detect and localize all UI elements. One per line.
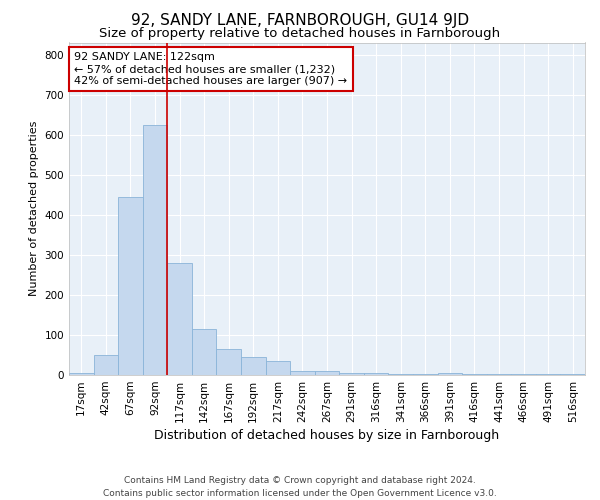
Bar [315,371,339,375]
Bar [143,124,167,375]
Bar [462,374,487,375]
Bar [388,374,413,375]
Bar [511,374,536,375]
Bar [241,357,266,375]
Bar [339,373,364,375]
Bar [94,355,118,375]
Y-axis label: Number of detached properties: Number of detached properties [29,121,39,296]
Bar [192,329,217,375]
Text: Contains HM Land Registry data © Crown copyright and database right 2024.
Contai: Contains HM Land Registry data © Crown c… [103,476,497,498]
Text: 92 SANDY LANE: 122sqm
← 57% of detached houses are smaller (1,232)
42% of semi-d: 92 SANDY LANE: 122sqm ← 57% of detached … [74,52,347,86]
Bar [364,373,388,375]
Text: Size of property relative to detached houses in Farnborough: Size of property relative to detached ho… [100,28,500,40]
Bar [290,371,315,375]
Bar [487,374,511,375]
Bar [560,374,585,375]
Bar [118,196,143,375]
Bar [167,263,192,375]
Bar [217,349,241,375]
Bar [413,374,437,375]
Text: 92, SANDY LANE, FARNBOROUGH, GU14 9JD: 92, SANDY LANE, FARNBOROUGH, GU14 9JD [131,12,469,28]
X-axis label: Distribution of detached houses by size in Farnborough: Distribution of detached houses by size … [154,429,500,442]
Bar [536,374,560,375]
Bar [437,373,462,375]
Bar [69,373,94,375]
Bar [266,361,290,375]
